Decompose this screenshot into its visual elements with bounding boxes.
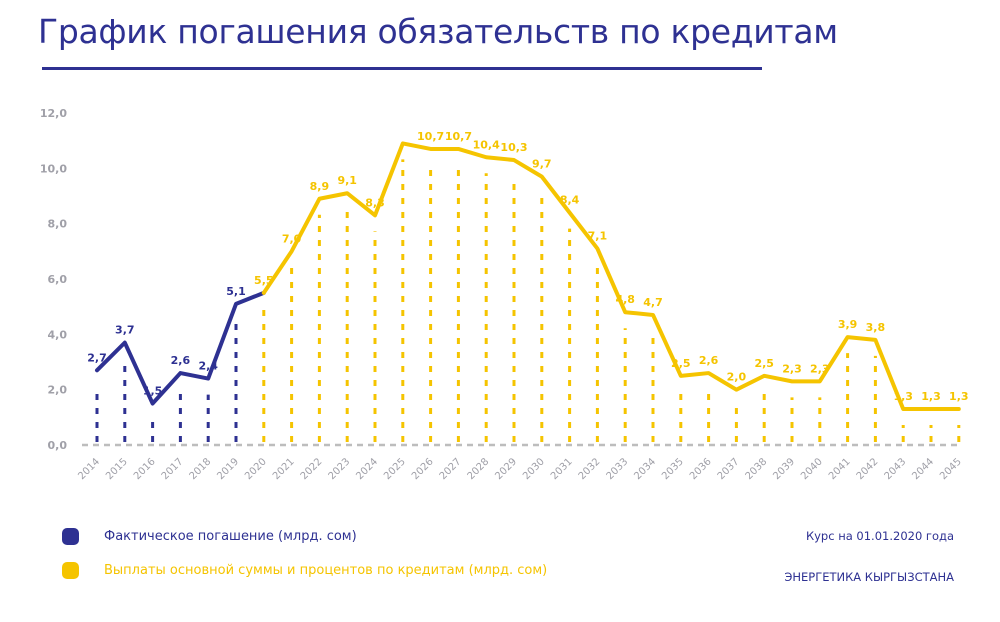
data-label-actual: 5,1 [226,285,246,298]
x-tick-label: 2043 [883,456,909,482]
data-label-planned: 1,3 [921,390,941,403]
data-label-actual: 2,4 [198,360,218,373]
x-tick-label: 2030 [521,456,547,482]
x-tick-label: 2025 [382,456,408,482]
x-tick-label: 2036 [688,456,714,482]
legend-swatch-planned [62,562,79,579]
data-label-planned: 10,7 [417,130,444,143]
x-tick-label: 2015 [104,456,130,482]
data-label-planned: 2,3 [782,362,802,375]
y-tick-label: 6,0 [48,273,68,286]
data-label-planned: 2,6 [699,354,719,367]
data-label-actual: 3,7 [115,324,135,337]
x-tick-label: 2020 [243,456,269,482]
x-tick-label: 2042 [855,456,881,482]
x-tick-label: 2016 [132,456,158,482]
x-tick-label: 2023 [327,456,353,482]
y-tick-label: 2,0 [48,384,68,397]
data-label-planned: 9,7 [532,158,552,171]
legend-swatch-actual [62,528,79,545]
title-underline [42,67,762,70]
y-tick-label: 12,0 [40,107,67,120]
x-tick-label: 2031 [549,456,575,482]
x-tick-label: 2017 [160,456,186,482]
data-label-planned: 3,8 [866,321,886,334]
data-label-planned: 10,3 [500,141,527,154]
data-label-planned: 8,3 [365,196,385,209]
data-label-planned: 4,8 [615,293,635,306]
x-tick-label: 2034 [632,456,658,482]
data-label-planned: 1,3 [893,390,913,403]
data-label-planned: 2,5 [754,357,774,370]
legend-item-actual: Фактическое погашение (млрд. сом) [62,528,357,545]
x-tick-label: 2039 [771,456,797,482]
data-label-planned: 2,5 [671,357,691,370]
y-tick-label: 10,0 [40,162,67,175]
x-tick-label: 2019 [215,456,241,482]
data-label-planned: 10,7 [445,130,472,143]
x-tick-label: 2022 [299,456,325,482]
legend-label-actual: Фактическое погашение (млрд. сом) [104,529,357,544]
data-label-actual: 1,5 [143,385,163,398]
exchange-rate-note: Курс на 01.01.2020 года [805,529,954,543]
series-line-actual [95,290,266,406]
y-tick-label: 0,0 [48,439,68,452]
x-tick-label: 2024 [354,456,380,482]
x-tick-label: 2029 [493,456,519,482]
data-label-planned: 7,0 [282,232,302,245]
x-tick-label: 2035 [660,456,686,482]
x-tick-label: 2045 [938,456,964,482]
data-label-planned: 9,1 [337,174,357,187]
x-tick-label: 2038 [744,456,770,482]
source-note: ЭНЕРГЕТИКА КЫРГЫЗСТАНА [784,570,954,584]
data-label-planned: 10,4 [473,138,500,151]
series-line-planned [261,141,961,412]
data-label-planned: 2,3 [810,362,830,375]
page-title: График погашения обязательств по кредита… [38,12,838,51]
data-label-planned: 4,7 [643,296,663,309]
x-tick-label: 2026 [410,456,436,482]
x-tick-label: 2041 [827,456,853,482]
data-label-planned: 2,0 [727,371,747,384]
data-label-planned: 8,4 [560,194,580,207]
x-tick-label: 2021 [271,456,297,482]
x-tick-label: 2044 [910,456,936,482]
data-label-planned: 5,5 [254,274,274,287]
x-tick-label: 2028 [466,456,492,482]
x-tick-label: 2033 [605,456,631,482]
y-tick-label: 8,0 [48,218,68,231]
x-tick-label: 2032 [577,456,603,482]
data-label-planned: 1,3 [949,390,969,403]
x-tick-label: 2018 [188,456,214,482]
data-label-planned: 3,9 [838,318,858,331]
y-tick-label: 4,0 [48,328,68,341]
x-tick-label: 2040 [799,456,825,482]
x-tick-label: 2027 [438,456,464,482]
x-tick-label: 2014 [76,456,102,482]
legend-item-planned: Выплаты основной суммы и процентов по кр… [62,562,547,579]
x-tick-label: 2037 [716,456,742,482]
data-label-planned: 8,9 [310,180,330,193]
data-label-actual: 2,6 [171,354,191,367]
data-label-actual: 2,7 [87,351,107,364]
data-label-planned: 7,1 [588,230,608,243]
legend-label-planned: Выплаты основной суммы и процентов по кр… [104,563,548,578]
